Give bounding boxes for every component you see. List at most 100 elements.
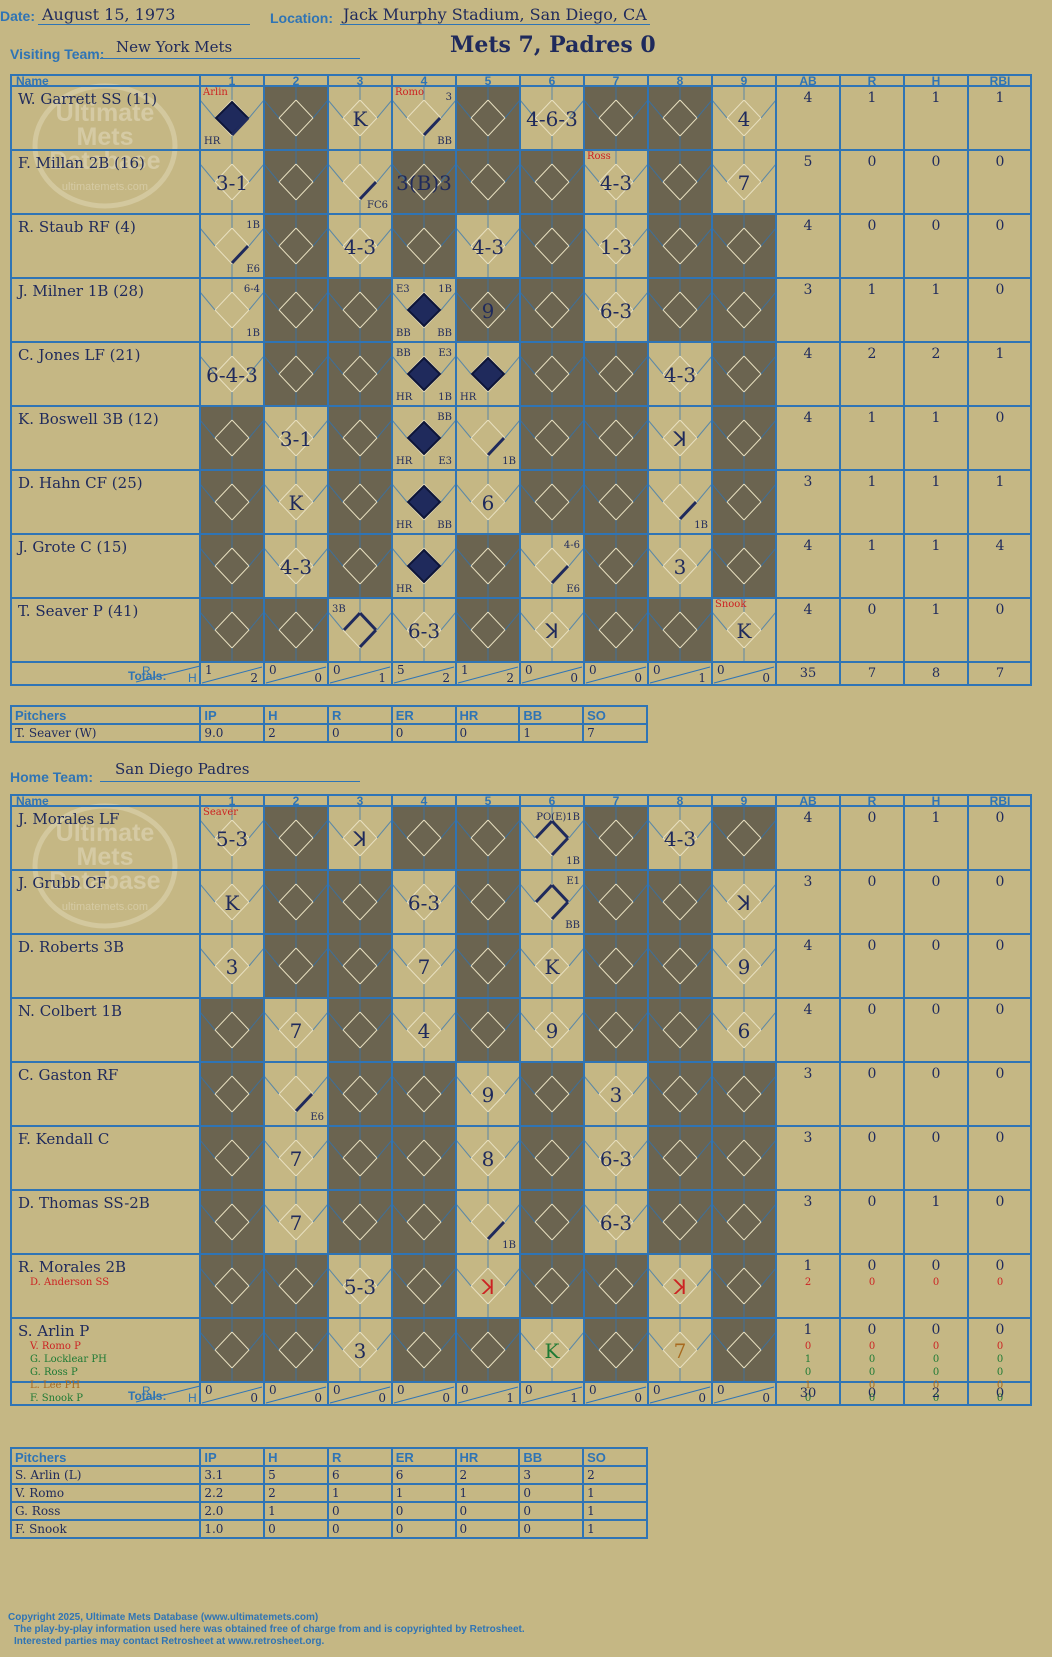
inning-header: 1 [229,74,236,88]
diamond-guide [696,227,713,247]
diamond-guide [199,819,216,839]
retrosheet-contact: Interested parties may contact Retroshee… [14,1636,325,1647]
diamond-guide [327,947,344,967]
diamond-guide [455,99,472,119]
totals-slash [135,665,201,683]
player-stat: 1 [996,474,1005,490]
play-annotation: HR [396,520,413,531]
inning-total-slash [521,666,583,684]
player-stat: 0 [868,938,877,954]
diamond-guide [376,291,393,311]
base-path-line [294,1092,314,1113]
diamond-guide [312,291,329,311]
diamond-guide [696,291,713,311]
pitching-stat: 7 [582,723,648,743]
diamond-guide [327,1267,344,1287]
play-annotation: E3 [438,456,452,467]
diamond-guide [632,483,649,503]
diamond-guide [647,1331,664,1351]
diamond-guide [263,1203,280,1223]
play-result: 3 [354,1339,367,1363]
diamond-guide [583,1075,600,1095]
diamond-guide [519,419,536,439]
play-result: 3-1 [216,171,248,195]
inning-header: 4 [421,794,428,808]
substitute-stat: 0 [997,1380,1003,1391]
diamond-guide [440,99,457,119]
diamond-guide [263,1075,280,1095]
diamond-guide [568,1075,585,1095]
play-result: 9 [546,1019,559,1043]
play-annotation: HR [396,456,413,467]
play-result: K [545,1339,561,1363]
play-annotation: E6 [566,584,580,595]
player-name: S. Arlin P [18,1322,89,1340]
diamond-guide [376,883,393,903]
diamond-guide [519,1267,536,1287]
diamond-guide [696,819,713,839]
player-stat: 3 [804,1194,813,1210]
diamond-guide [583,1139,600,1159]
substitute-name: V. Romo P [29,1341,81,1352]
diamond-guide [504,611,521,631]
diamond-guide [327,483,344,503]
play-annotation: E6 [310,1112,324,1123]
watermark-text: Ultimate [56,99,155,127]
inning-header: 3 [357,794,364,808]
game-total: 30 [800,1386,817,1401]
diamond-guide [568,163,585,183]
play-result: ꓘ [480,1275,494,1299]
diamond-guide [248,99,265,119]
pitching-stat-header: HR [454,1447,521,1467]
diamond-guide [248,947,265,967]
diamond-guide [583,547,600,567]
player-name: D. Thomas SS-2B [18,1194,150,1212]
stat-header: RBI [990,794,1011,808]
play-result: K [289,491,305,515]
diamond-guide [760,227,777,247]
diamond-guide [632,227,649,247]
inning-runs-total: 1 [205,663,213,677]
player-stat: 4 [996,538,1005,554]
run-scored-diamond [406,292,442,328]
play-annotation: 6-4 [244,284,260,295]
copyright-footer: Copyright 2025, Ultimate Mets Database (… [8,1612,525,1648]
diamond-guide [199,163,216,183]
pitching-stat: 1 [518,723,585,743]
player-stat: 1 [868,90,877,106]
substitute-stat: 0 [805,1393,811,1404]
pitching-stat: 1 [582,1483,648,1503]
play-result: 3 [226,955,239,979]
player-name: K. Boswell 3B (12) [18,410,159,428]
diamond-guide [583,1011,600,1031]
pitching-stat: 1.0 [199,1519,266,1539]
pitching-stat-header: R [326,1447,393,1467]
diamond-guide [199,1075,216,1095]
substitute-stat: 0 [933,1341,939,1352]
diamond-guide [711,819,728,839]
game-total: 0 [996,1386,1004,1401]
diamond-guide [647,1139,664,1159]
diamond-guide [632,547,649,567]
diamond-guide [455,611,472,631]
player-stat: 0 [996,602,1005,618]
run-scored-diamond [406,356,442,392]
player-name: D. Roberts 3B [18,938,124,956]
diamond-guide [248,1203,265,1223]
diamond-guide [760,99,777,119]
diamond-guide [711,1331,728,1351]
player-name: J. Grote C (15) [16,538,127,556]
play-result: 4 [418,1019,431,1043]
pitching-header-row: Pitchers IP H R ER HR BB SO [9,1447,648,1467]
inning-runs-total: 0 [717,1383,725,1397]
play-annotation: 1B [438,392,452,403]
base-path-line [342,611,362,632]
play-result: 5-3 [216,827,248,851]
diamond-guide [327,1203,344,1223]
play-result: ꓘ [736,891,750,915]
diamond-guide [647,1267,664,1287]
substitute-stat: 0 [997,1354,1003,1365]
diamond-guide [263,99,280,119]
diamond-guide [519,227,536,247]
diamond-guide [455,227,472,247]
